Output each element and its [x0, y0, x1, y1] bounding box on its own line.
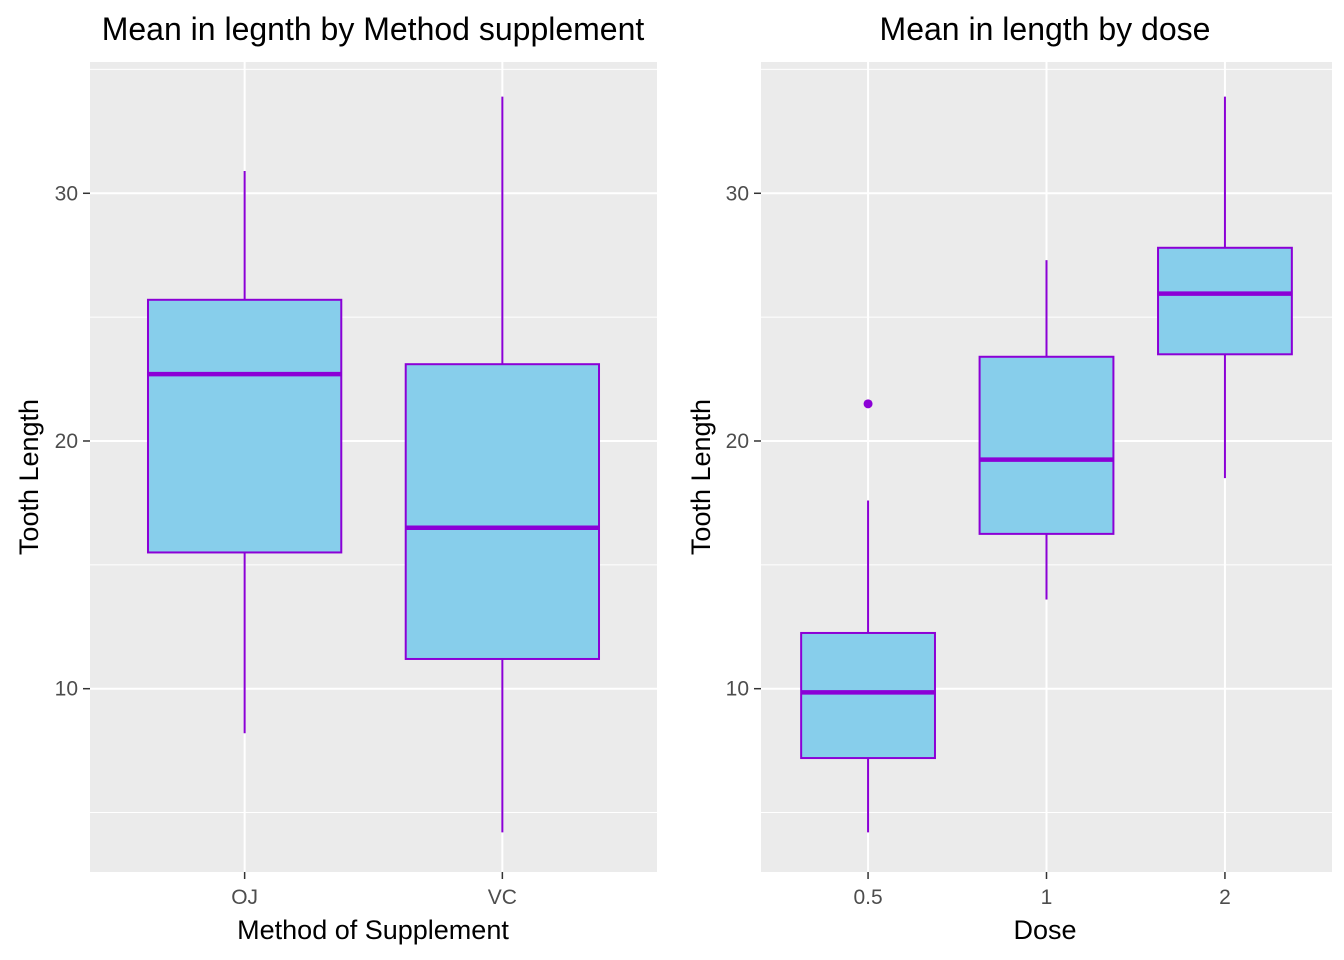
- y-axis-title: Tooth Length: [14, 399, 44, 555]
- box-VC: [404, 96, 601, 833]
- box-1: [978, 260, 1115, 600]
- outlier-point: [863, 399, 873, 409]
- x-axis-title: Method of Supplement: [237, 915, 509, 945]
- y-tick-label: 10: [726, 678, 749, 701]
- y-tick-label: 20: [726, 430, 749, 453]
- y-tick-label: 10: [55, 678, 78, 701]
- box-iqr: [146, 298, 343, 554]
- box-OJ: [146, 170, 343, 734]
- x-tick-label: OJ: [231, 886, 258, 909]
- box-0.5: [800, 399, 936, 833]
- box-iqr: [1157, 246, 1293, 356]
- chart-dose: 10 20 30 0.5 1 2 Mean in length by dose Dose Too…: [686, 11, 1332, 945]
- x-tick-label: 2: [1219, 886, 1231, 909]
- y-axis-title: Tooth Length: [686, 399, 716, 555]
- box-2: [1157, 96, 1293, 479]
- x-tick-label: VC: [488, 886, 517, 909]
- chart-title: Mean in length by dose: [880, 11, 1211, 47]
- box-iqr: [978, 355, 1115, 535]
- box-iqr: [404, 363, 601, 660]
- chart-supplement-method: 10 20 30 OJ VC Mean in legnth by Method suppl…: [14, 11, 657, 945]
- x-axis-title: Dose: [1013, 915, 1076, 945]
- x-tick-label: 1: [1041, 886, 1053, 909]
- box-iqr: [800, 631, 936, 760]
- y-tick-label: 30: [726, 182, 749, 205]
- y-tick-label: 20: [55, 430, 78, 453]
- chart-title: Mean in legnth by Method supplement: [102, 11, 645, 47]
- y-tick-label: 30: [55, 182, 78, 205]
- x-tick-label: 0.5: [853, 886, 882, 909]
